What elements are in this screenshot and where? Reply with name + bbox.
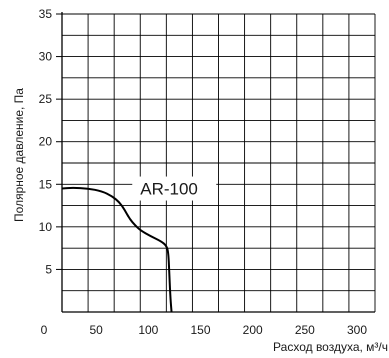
y-tick-label: 35 (39, 7, 53, 21)
y-tick-labels: 5 10 15 20 25 30 35 (39, 7, 62, 276)
y-tick-label: 10 (39, 220, 53, 234)
x-tick-label: 50 (89, 323, 103, 337)
x-axis-label: Расход воздуха, м³/ч (273, 340, 388, 354)
curve-labels: AR-100 (132, 176, 217, 201)
y-tick-label: 5 (45, 262, 52, 276)
y-tick-label: 25 (39, 92, 53, 106)
y-tick-label: 30 (39, 50, 53, 64)
curve-label-background (132, 176, 217, 201)
series-layer (61, 186, 173, 313)
x-tick-label: 300 (347, 323, 367, 337)
x-tick-label: 0 (41, 323, 48, 337)
y-tick-label: 20 (39, 135, 53, 149)
x-tick-labels: 0 50 100 150 200 250 300 (41, 323, 368, 337)
grid-lines (61, 12, 376, 313)
x-tick-label: 200 (243, 323, 263, 337)
x-tick-label: 100 (138, 323, 158, 337)
y-axis-label: Полярное давление, Па (12, 88, 26, 222)
x-tick-label: 150 (190, 323, 210, 337)
y-tick-label: 15 (39, 177, 53, 191)
curve-label-ar-100: AR-100 (140, 180, 198, 199)
series-line-ar-100 (61, 186, 173, 313)
x-tick-label: 250 (295, 323, 315, 337)
